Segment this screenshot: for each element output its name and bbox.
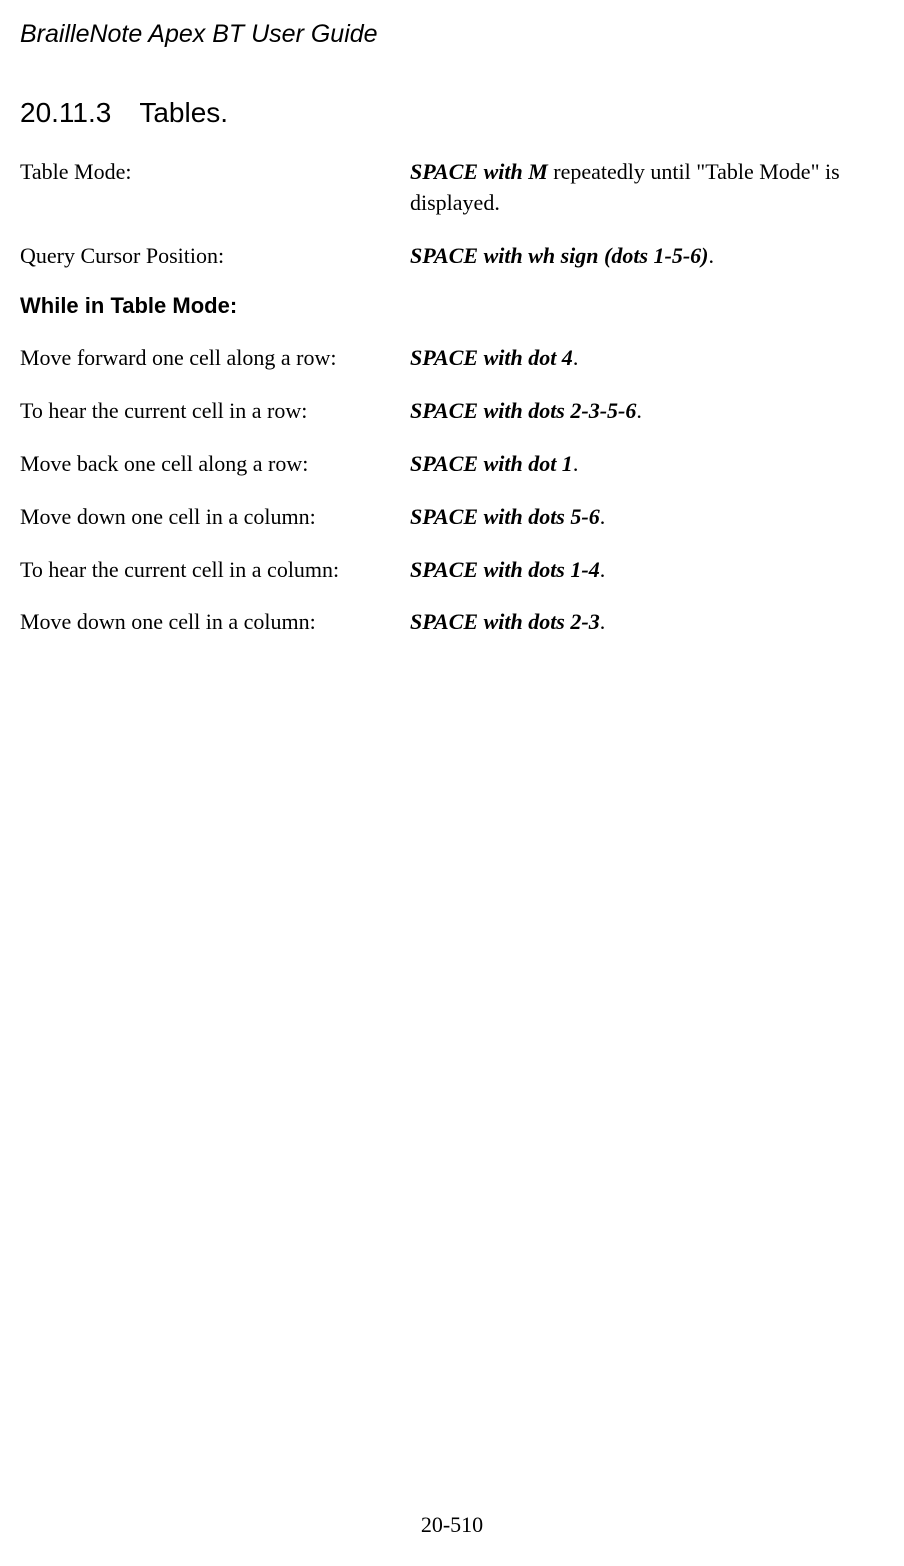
command-row: Table Mode: SPACE with M repeatedly unti…: [20, 157, 884, 219]
section-number: 20.11.3: [20, 97, 111, 128]
command-key: SPACE with dots 5-6: [410, 504, 600, 529]
command-value: SPACE with M repeatedly until "Table Mod…: [410, 157, 884, 219]
command-value: SPACE with dot 1.: [410, 449, 884, 480]
command-label: Query Cursor Position:: [20, 241, 410, 272]
subsection-heading: While in Table Mode:: [20, 293, 884, 319]
command-value: SPACE with wh sign (dots 1-5-6).: [410, 241, 884, 272]
command-value: SPACE with dots 1-4.: [410, 555, 884, 586]
command-value: SPACE with dots 5-6.: [410, 502, 884, 533]
command-row: Query Cursor Position: SPACE with wh sig…: [20, 241, 884, 272]
command-label: Table Mode:: [20, 157, 410, 219]
command-row: To hear the current cell in a row: SPACE…: [20, 396, 884, 427]
command-description: .: [636, 398, 642, 423]
section-heading: 20.11.3 Tables.: [20, 97, 884, 129]
command-description: .: [573, 451, 579, 476]
command-key: SPACE with dots 1-4: [410, 557, 600, 582]
command-description: .: [600, 504, 606, 529]
command-row: Move down one cell in a column: SPACE wi…: [20, 607, 884, 638]
command-key: SPACE with dots 2-3: [410, 609, 600, 634]
command-key: SPACE with wh sign (dots 1-5-6): [410, 243, 709, 268]
command-key: SPACE with dots 2-3-5-6: [410, 398, 636, 423]
page-number: 20-510: [0, 1512, 904, 1538]
command-label: Move down one cell in a column:: [20, 607, 410, 638]
command-label: Move forward one cell along a row:: [20, 343, 410, 374]
command-description: .: [573, 345, 579, 370]
command-label: Move down one cell in a column:: [20, 502, 410, 533]
command-row: Move back one cell along a row: SPACE wi…: [20, 449, 884, 480]
command-label: To hear the current cell in a column:: [20, 555, 410, 586]
command-key: SPACE with M: [410, 159, 548, 184]
command-value: SPACE with dots 2-3-5-6.: [410, 396, 884, 427]
command-key: SPACE with dot 1: [410, 451, 573, 476]
command-row: Move forward one cell along a row: SPACE…: [20, 343, 884, 374]
command-row: To hear the current cell in a column: SP…: [20, 555, 884, 586]
command-description: .: [709, 243, 715, 268]
section-title: Tables.: [139, 97, 228, 128]
command-label: To hear the current cell in a row:: [20, 396, 410, 427]
command-key: SPACE with dot 4: [410, 345, 573, 370]
command-value: SPACE with dots 2-3.: [410, 607, 884, 638]
command-description: .: [600, 609, 606, 634]
command-label: Move back one cell along a row:: [20, 449, 410, 480]
command-row: Move down one cell in a column: SPACE wi…: [20, 502, 884, 533]
command-value: SPACE with dot 4.: [410, 343, 884, 374]
document-header-title: BrailleNote Apex BT User Guide: [20, 20, 884, 49]
command-description: .: [600, 557, 606, 582]
